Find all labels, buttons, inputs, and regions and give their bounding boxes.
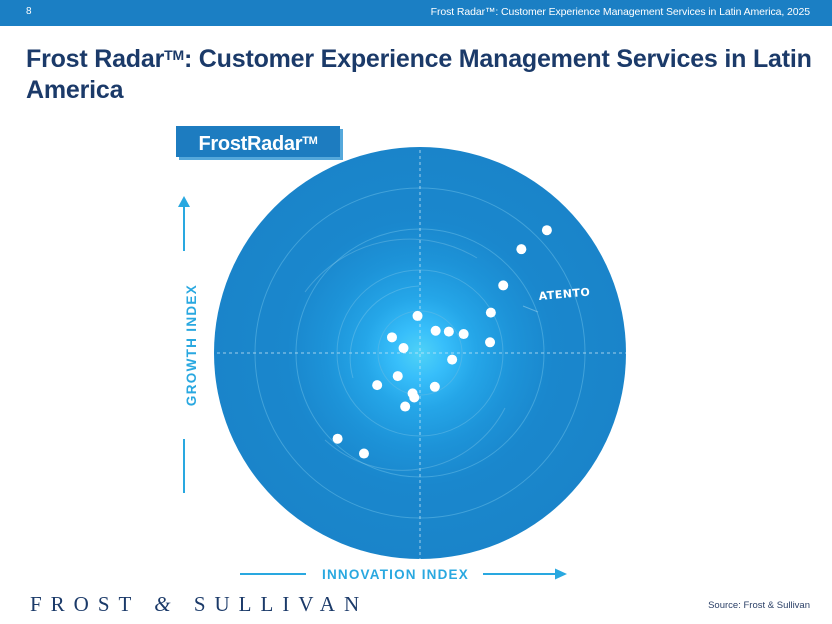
radar-ring-1: [377, 310, 463, 396]
radar-crosshair: [214, 147, 626, 559]
radar-data-point[interactable]: [398, 343, 409, 354]
page-number: 8: [26, 6, 32, 17]
radar-data-point[interactable]: [372, 380, 383, 391]
frost-radar-badge-label: FrostRadarTM: [176, 126, 340, 157]
radar-data-point[interactable]: [516, 244, 527, 255]
radar-data-point[interactable]: [430, 325, 441, 336]
radar-data-point[interactable]: [447, 354, 458, 365]
badge-text: FrostRadar: [198, 133, 303, 155]
frost-radar-chart: ATENTO: [205, 140, 635, 570]
innovation-index-label: INNOVATION INDEX: [322, 566, 469, 582]
atento-annotation-label: ATENTO: [538, 286, 591, 303]
radar-data-point[interactable]: [541, 225, 552, 236]
radar-data-point[interactable]: [386, 332, 397, 343]
radar-data-point[interactable]: [332, 433, 343, 444]
radar-data-point[interactable]: [392, 371, 403, 382]
slide-header-bar: 8 Frost Radar™: Customer Experience Mana…: [0, 0, 832, 26]
radar-data-point[interactable]: [443, 326, 454, 337]
source-note: Source: Frost & Sullivan: [708, 600, 810, 611]
page-title: Frost RadarTM: Customer Experience Manag…: [26, 40, 816, 106]
page-title-part1: Frost Radar: [26, 45, 165, 73]
innovation-axis-line-left: [240, 573, 306, 575]
radar-disc: [214, 147, 626, 559]
radar-data-point[interactable]: [412, 310, 423, 321]
frost-sullivan-logo: FROST & SULLIVAN: [30, 592, 368, 617]
growth-index-label: GROWTH INDEX: [184, 283, 199, 407]
radar-sweep-arc-1: [304, 238, 478, 293]
logo-ampersand: &: [154, 592, 180, 616]
radar-sweep-arc-3: [349, 285, 420, 379]
radar-data-point[interactable]: [485, 307, 496, 318]
atento-leader-line: [522, 305, 539, 313]
logo-frost: FROST: [30, 592, 140, 616]
innovation-index-axis: INNOVATION INDEX: [240, 561, 595, 587]
logo-sullivan: SULLIVAN: [193, 592, 369, 616]
innovation-axis-arrow-right-icon: [482, 568, 567, 580]
radar-data-point[interactable]: [429, 381, 440, 392]
page-title-line2: Latin America: [26, 45, 812, 104]
radar-data-points: [332, 225, 552, 459]
radar-sweep-arcs: [304, 238, 506, 471]
growth-index-axis: GROWTH INDEX: [170, 195, 214, 495]
growth-axis-arrow-up-icon: [178, 196, 190, 207]
page-title-part2: : Customer Experience Management Service…: [183, 45, 747, 73]
frost-radar-badge: FrostRadarTM: [176, 126, 340, 157]
radar-data-point[interactable]: [458, 329, 469, 340]
header-title: Frost Radar™: Customer Experience Manage…: [430, 6, 810, 18]
radar-data-point[interactable]: [498, 280, 509, 291]
radar-data-point[interactable]: [358, 448, 369, 459]
growth-axis-decor: [178, 196, 190, 493]
radar-sweep-arc-2: [324, 407, 506, 471]
badge-trademark-symbol: TM: [302, 135, 318, 147]
radar-svg: ATENTO: [214, 147, 626, 559]
radar-data-point[interactable]: [409, 392, 420, 403]
header-divider: [0, 26, 832, 29]
trademark-symbol: TM: [164, 47, 184, 63]
radar-data-point[interactable]: [400, 401, 411, 412]
radar-data-point[interactable]: [485, 337, 496, 348]
